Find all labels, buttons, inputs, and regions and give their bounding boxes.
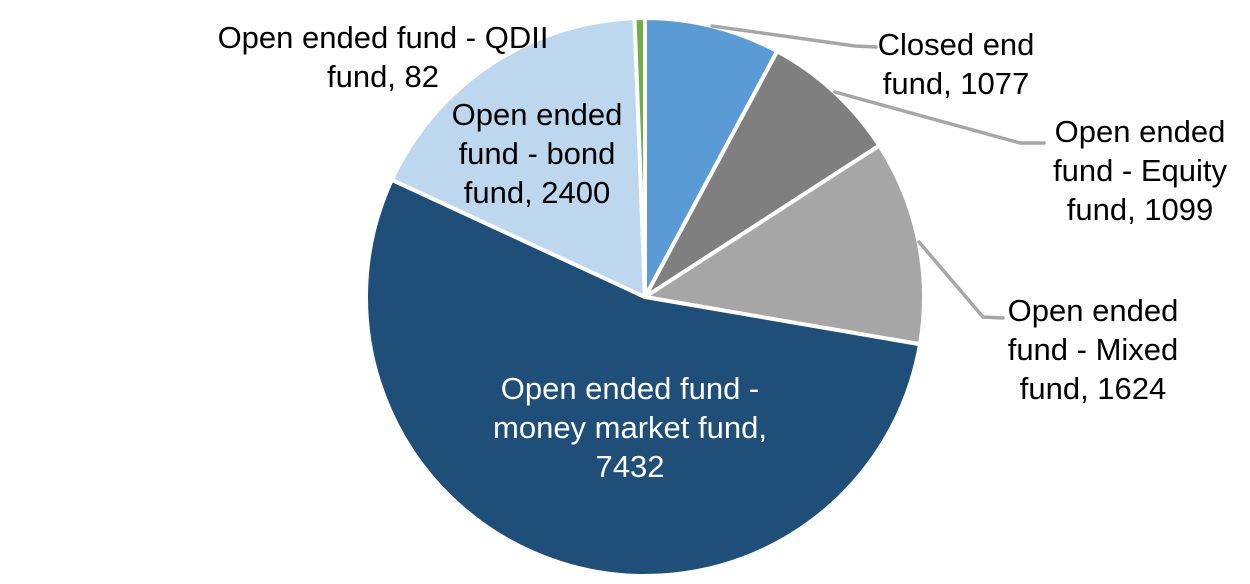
pie-slice-open-ended-fund-money-market-fund — [364, 177, 922, 578]
pie-slices — [364, 16, 926, 578]
data-label-bond-line2: fund - bond — [458, 136, 616, 171]
data-label-qdii-line1: Open ended fund - QDII — [217, 20, 549, 55]
data-label-equity-line3: fund, 1099 — [1066, 192, 1214, 227]
data-label-equity-fund: Open ended fund - Equity fund, 1099 — [1020, 112, 1250, 229]
data-label-money-market-line1: Open ended fund - — [500, 371, 760, 406]
data-label-equity-line2: fund - Equity — [1052, 153, 1228, 188]
data-label-money-market-fund: Open ended fund - money market fund, 743… — [480, 369, 780, 486]
data-label-equity-line1: Open ended — [1054, 114, 1226, 149]
leader-line-closed-end-fund — [710, 24, 878, 49]
data-label-money-market-line3: 7432 — [595, 449, 665, 484]
leader-line-equity-fund — [833, 90, 1046, 145]
data-label-mixed-fund: Open ended fund - Mixed fund, 1624 — [973, 291, 1213, 408]
data-label-bond-fund: Open ended fund - bond fund, 2400 — [427, 95, 647, 212]
pie-slice-open-ended-fund-bond-fund — [389, 16, 647, 299]
data-label-closed-end-line1: Closed end — [877, 27, 1035, 62]
data-label-money-market-line2: money market fund, — [493, 410, 767, 445]
data-label-bond-line3: fund, 2400 — [463, 175, 611, 210]
leader-line-mixed-fund — [917, 240, 1005, 320]
data-label-bond-line1: Open ended — [451, 97, 623, 132]
data-label-closed-end-line2: fund, 1077 — [882, 66, 1030, 101]
pie-slice-open-ended-fund-qdii-fund — [632, 16, 647, 299]
data-label-qdii-fund: Open ended fund - QDII fund, 82 — [203, 18, 563, 96]
data-label-mixed-line1: Open ended — [1007, 293, 1179, 328]
data-label-mixed-line2: fund - Mixed — [1007, 332, 1179, 367]
data-label-closed-end-fund: Closed end fund, 1077 — [846, 25, 1066, 103]
data-label-qdii-line2: fund, 82 — [326, 59, 440, 94]
data-label-mixed-line3: fund, 1624 — [1019, 371, 1167, 406]
